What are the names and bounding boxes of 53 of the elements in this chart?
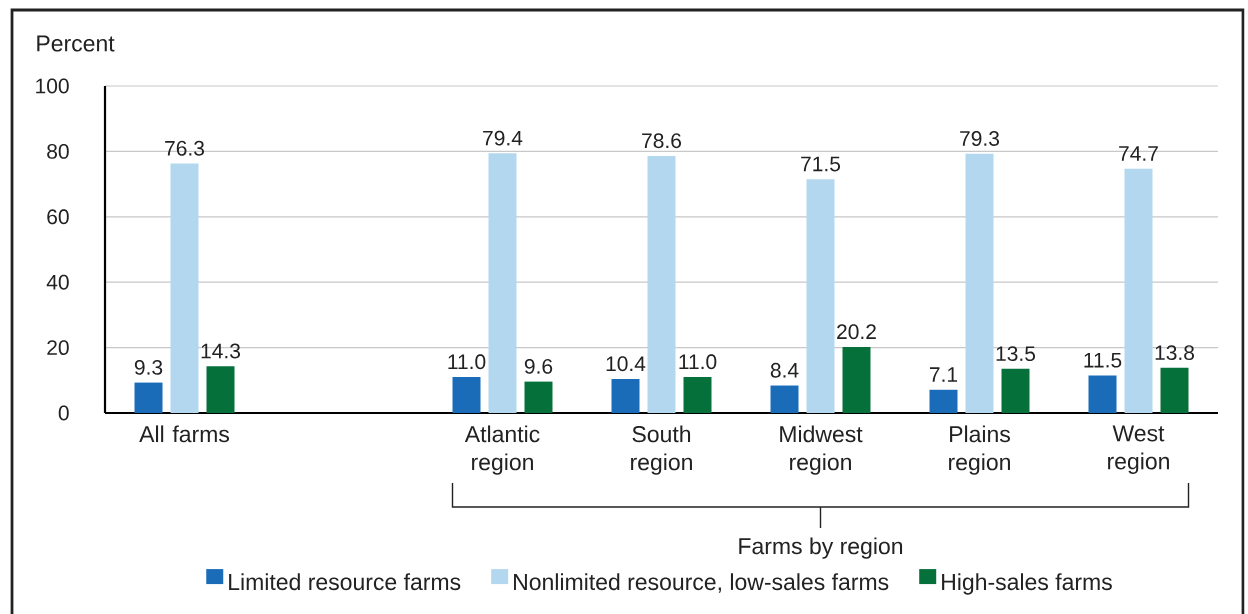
data-label: 11.5 [1084,352,1122,368]
x-tick-label: West region [1108,425,1169,474]
y-tick-label: 40 [46,274,69,290]
bar [683,377,712,413]
bar [647,155,676,413]
bar [206,366,235,413]
data-label: 20.2 [837,324,876,340]
bar [1001,368,1030,413]
bar [611,378,640,413]
x-tick-label: Midwest region [780,425,863,475]
bar [965,153,994,413]
legend-label: Nonlimited resource, low-sales farms [514,573,889,593]
y-axis-title: Percent [37,35,115,52]
y-tick-label: 0 [58,405,69,421]
x-tick-label: Atlantic region [464,425,540,475]
data-label: 71.5 [801,156,841,172]
data-label: 11.0 [679,354,717,370]
data-label: 78.6 [642,133,682,149]
data-label: 10.4 [606,356,646,372]
data-label: 11.0 [448,354,486,370]
data-label: 76.3 [165,140,205,156]
y-tick-label: 20 [47,340,69,356]
bar [452,377,481,413]
x-tick-label: Plains region [949,425,1010,475]
data-label: 13.8 [1155,345,1195,361]
bar [134,382,163,413]
bar [806,179,835,413]
data-label: 13.5 [996,346,1036,362]
bar [842,346,871,413]
legend-label: Limited resource farms [229,573,461,591]
bar [524,381,553,413]
bar [1124,168,1153,413]
data-label: 79.3 [960,131,1000,146]
bar [488,153,517,413]
bar [1160,367,1189,413]
data-label: 79.4 [483,130,523,146]
y-tick-label: 100 [36,78,69,94]
data-label: 8.4 [770,362,799,378]
bar [1088,375,1117,413]
bar [929,389,958,413]
x-tick-label: All farms [139,425,230,443]
data-label: 74.7 [1119,146,1158,161]
y-tick-label: 60 [47,209,69,225]
data-label: 9.6 [524,358,553,374]
data-label: 7.1 [929,367,958,382]
bar [170,163,199,413]
text: Farms by region [739,537,903,559]
legend-label: High-sales farms [942,573,1112,595]
bar [770,385,799,413]
x-tick-label: South region [631,425,692,475]
data-label: 9.3 [134,359,163,375]
data-label: 14.3 [201,343,241,359]
y-tick-label: 80 [47,143,69,159]
